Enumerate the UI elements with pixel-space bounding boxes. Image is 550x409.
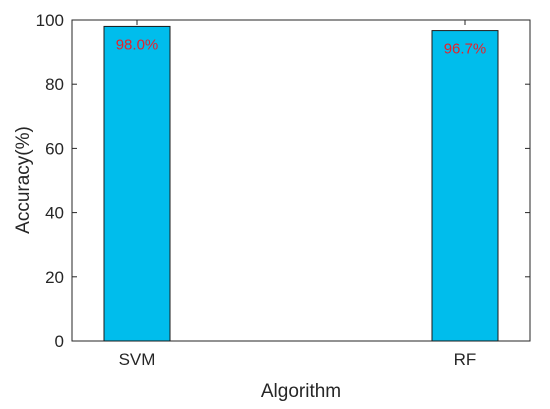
x-tick-label: SVM bbox=[119, 350, 156, 369]
x-tick-label: RF bbox=[454, 350, 477, 369]
y-tick-label: 40 bbox=[45, 204, 64, 223]
data-label-svm: 98.0% bbox=[116, 36, 159, 53]
y-tick-label: 20 bbox=[45, 268, 64, 287]
x-axis-label: Algorithm bbox=[261, 381, 341, 402]
y-axis-label: Accuracy(%) bbox=[13, 126, 34, 234]
y-axis: 0 20 40 60 80 100 bbox=[36, 11, 530, 351]
bar-rf bbox=[431, 30, 499, 342]
y-tick-label: 0 bbox=[55, 332, 64, 351]
y-tick-label: 100 bbox=[36, 11, 64, 30]
y-tick-label: 80 bbox=[45, 75, 64, 94]
bar-series: 98.0% 96.7% bbox=[103, 25, 499, 342]
y-tick-label: 60 bbox=[45, 139, 64, 158]
data-label-rf: 96.7% bbox=[444, 41, 487, 58]
x-axis: SVM RF bbox=[119, 20, 477, 369]
bar-svm bbox=[103, 25, 171, 342]
